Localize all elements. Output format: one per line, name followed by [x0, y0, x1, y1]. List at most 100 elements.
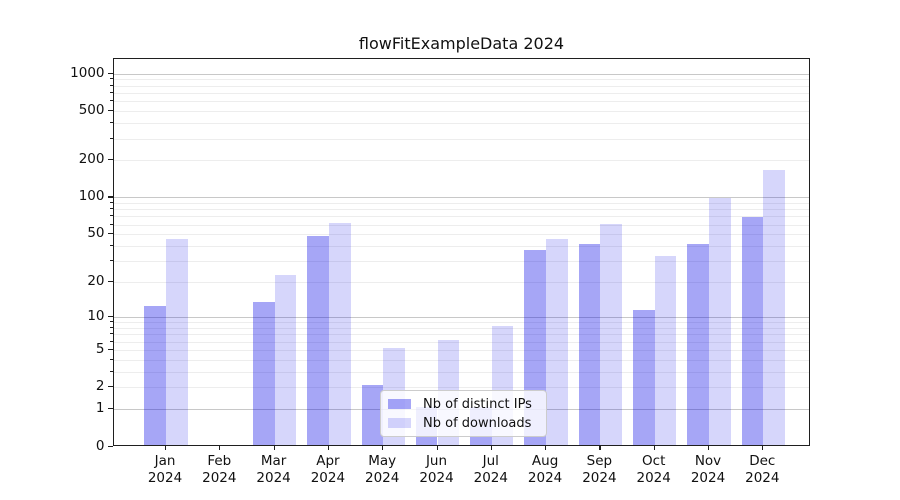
minor-gridline — [113, 209, 809, 211]
x-tick-mark — [273, 445, 275, 450]
legend-swatch-distinct-ips — [388, 398, 411, 410]
y-tick-label: 20 — [87, 273, 105, 290]
minor-gridline — [113, 92, 809, 94]
y-tick-label: 0 — [95, 437, 105, 454]
y-tick-mark — [108, 196, 113, 198]
y-tick-label: 1000 — [70, 64, 105, 81]
minor-gridline — [113, 138, 809, 140]
legend-label-downloads: Nb of downloads — [423, 415, 532, 431]
legend: Nb of distinct IPs Nb of downloads — [380, 390, 547, 437]
y-minor-tick-mark — [110, 208, 113, 210]
minor-gridline — [113, 123, 809, 124]
x-tick-mark — [545, 445, 547, 450]
bar-downloads — [654, 255, 677, 445]
y-minor-tick-mark — [110, 78, 113, 80]
y-minor-tick-mark — [110, 333, 113, 335]
bar-distinct-ips — [741, 216, 764, 445]
minor-gridline — [113, 334, 809, 336]
x-tick-mark — [653, 445, 655, 450]
chart-title: flowFitExampleData 2024 — [358, 34, 565, 53]
x-tick-label: Feb 2024 — [202, 452, 237, 486]
minor-gridline — [113, 282, 809, 284]
bar-distinct-ips — [361, 385, 384, 445]
bar-downloads — [763, 170, 785, 445]
bar-distinct-ips — [578, 244, 601, 445]
x-tick-label: Sep 2024 — [582, 452, 617, 486]
x-tick-label: Aug 2024 — [527, 452, 563, 486]
y-tick-label: 1 — [95, 400, 105, 417]
minor-gridline — [113, 349, 809, 351]
major-gridline — [113, 73, 809, 75]
minor-gridline — [113, 322, 809, 324]
bar-distinct-ips — [687, 244, 709, 445]
x-tick-label: Mar 2024 — [256, 452, 291, 486]
y-minor-tick-mark — [110, 370, 113, 372]
x-tick-mark — [599, 445, 601, 450]
minor-gridline — [113, 111, 809, 112]
x-tick-mark — [490, 445, 492, 450]
y-minor-tick-mark — [110, 260, 113, 262]
bar-downloads — [546, 239, 568, 445]
y-minor-tick-mark — [110, 358, 113, 360]
y-tick-label: 100 — [78, 188, 105, 205]
y-minor-tick-mark — [110, 137, 113, 139]
x-tick-label: Dec 2024 — [745, 452, 780, 486]
bar-distinct-ips — [633, 310, 655, 445]
x-tick-mark — [762, 445, 764, 450]
x-tick-label: Jan 2024 — [147, 452, 183, 486]
y-minor-tick-mark — [110, 233, 113, 235]
bar-distinct-ips — [307, 235, 329, 445]
bar-distinct-ips — [144, 306, 166, 445]
minor-gridline — [113, 261, 809, 263]
minor-gridline — [113, 224, 809, 226]
y-minor-tick-mark — [110, 215, 113, 217]
y-tick-label: 10 — [87, 308, 105, 325]
x-tick-mark — [436, 445, 438, 450]
major-gridline — [113, 317, 809, 319]
y-minor-tick-mark — [110, 159, 113, 161]
minor-gridline — [113, 160, 809, 162]
x-tick-label: Jul 2024 — [473, 452, 508, 486]
minor-gridline — [113, 234, 809, 236]
x-tick-label: Jun 2024 — [419, 452, 454, 486]
y-minor-tick-mark — [110, 100, 113, 102]
y-minor-tick-mark — [110, 202, 113, 203]
y-minor-tick-mark — [110, 281, 113, 283]
minor-gridline — [113, 359, 809, 361]
bar-downloads — [709, 198, 731, 445]
x-tick-label: Nov 2024 — [690, 452, 726, 486]
legend-item-downloads: Nb of downloads — [388, 416, 540, 431]
x-tick-mark — [708, 445, 710, 450]
y-tick-mark — [108, 445, 113, 447]
x-tick-label: Apr 2024 — [310, 452, 346, 486]
y-tick-label: 200 — [78, 151, 105, 168]
minor-gridline — [113, 371, 809, 373]
y-tick-mark — [108, 408, 113, 410]
x-tick-label: May 2024 — [365, 452, 400, 486]
y-tick-mark — [108, 72, 113, 74]
y-minor-tick-mark — [110, 326, 113, 328]
minor-gridline — [113, 246, 809, 248]
y-minor-tick-mark — [110, 245, 113, 247]
y-minor-tick-mark — [110, 122, 113, 123]
legend-swatch-downloads — [388, 417, 411, 429]
y-minor-tick-mark — [110, 223, 113, 225]
legend-label-distinct-ips: Nb of distinct IPs — [423, 396, 532, 412]
y-minor-tick-mark — [110, 91, 113, 93]
x-tick-mark — [219, 445, 221, 450]
bar-downloads — [328, 222, 351, 445]
bar-distinct-ips — [252, 302, 275, 445]
x-tick-label: Oct 2024 — [636, 452, 671, 486]
minor-gridline — [113, 85, 809, 87]
major-gridline — [113, 197, 809, 199]
y-minor-tick-mark — [110, 386, 113, 388]
minor-gridline — [113, 79, 809, 81]
minor-gridline — [113, 327, 809, 329]
y-minor-tick-mark — [110, 110, 113, 111]
legend-item-distinct-ips: Nb of distinct IPs — [388, 397, 540, 412]
x-tick-mark — [327, 445, 330, 450]
y-tick-mark — [108, 316, 113, 318]
bar-downloads — [166, 239, 188, 445]
y-minor-tick-mark — [110, 84, 113, 86]
